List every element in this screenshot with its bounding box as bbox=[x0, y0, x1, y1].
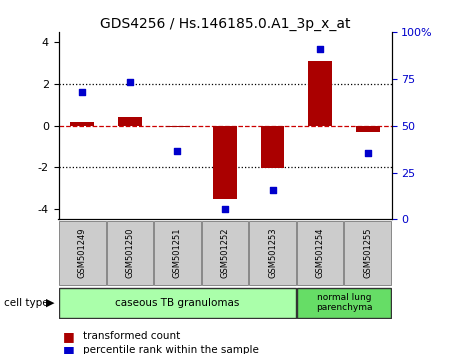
Title: GDS4256 / Hs.146185.0.A1_3p_x_at: GDS4256 / Hs.146185.0.A1_3p_x_at bbox=[100, 17, 350, 31]
Bar bbox=[308, 61, 332, 126]
Text: GSM501253: GSM501253 bbox=[268, 228, 277, 279]
Text: GSM501255: GSM501255 bbox=[363, 228, 372, 278]
Text: ■: ■ bbox=[63, 330, 75, 343]
Bar bbox=[261, 126, 284, 169]
Text: GSM501254: GSM501254 bbox=[315, 228, 324, 278]
FancyBboxPatch shape bbox=[202, 221, 248, 285]
FancyBboxPatch shape bbox=[249, 221, 296, 285]
FancyBboxPatch shape bbox=[297, 221, 343, 285]
FancyBboxPatch shape bbox=[297, 288, 391, 318]
FancyBboxPatch shape bbox=[59, 288, 296, 318]
Text: GSM501251: GSM501251 bbox=[173, 228, 182, 278]
Point bbox=[221, 206, 229, 212]
FancyBboxPatch shape bbox=[154, 221, 201, 285]
Point bbox=[79, 90, 86, 95]
Text: GSM501249: GSM501249 bbox=[78, 228, 87, 278]
FancyBboxPatch shape bbox=[107, 221, 153, 285]
Point bbox=[269, 188, 276, 193]
FancyBboxPatch shape bbox=[344, 221, 391, 285]
Point bbox=[126, 79, 134, 85]
Text: caseous TB granulomas: caseous TB granulomas bbox=[115, 298, 239, 308]
Text: normal lung
parenchyma: normal lung parenchyma bbox=[316, 293, 372, 312]
Text: ■: ■ bbox=[63, 344, 75, 354]
FancyBboxPatch shape bbox=[59, 221, 106, 285]
Text: GSM501252: GSM501252 bbox=[220, 228, 230, 278]
Text: cell type: cell type bbox=[4, 298, 49, 308]
Text: ▶: ▶ bbox=[45, 298, 54, 308]
Point bbox=[316, 46, 324, 51]
Bar bbox=[70, 122, 94, 126]
Bar bbox=[213, 126, 237, 199]
Point bbox=[174, 148, 181, 154]
Point bbox=[364, 150, 371, 156]
Bar bbox=[356, 126, 380, 131]
Text: percentile rank within the sample: percentile rank within the sample bbox=[83, 346, 259, 354]
Text: transformed count: transformed count bbox=[83, 331, 180, 341]
Bar bbox=[118, 117, 142, 126]
Bar bbox=[166, 126, 189, 127]
Text: GSM501250: GSM501250 bbox=[126, 228, 135, 278]
